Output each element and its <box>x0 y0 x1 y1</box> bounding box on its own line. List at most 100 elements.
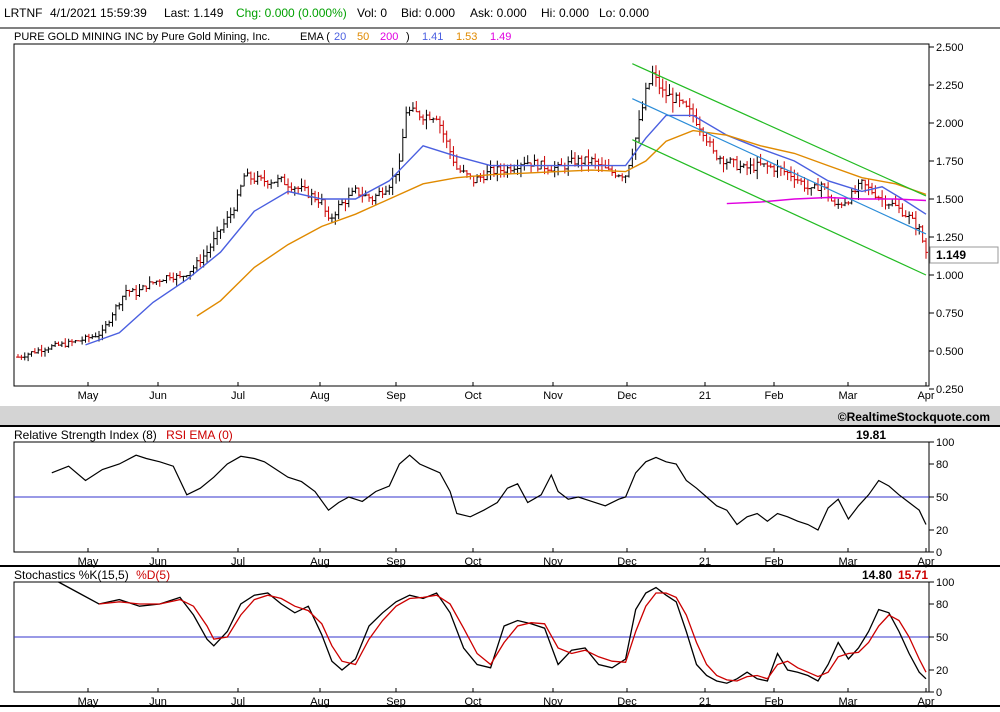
rsi-y-tick-label: 20 <box>936 525 948 537</box>
quote-bar: LRTNF 4/1/2021 15:59:39 Last: 1.149 Chg:… <box>0 0 1000 28</box>
price-y-tick-label: 0.500 <box>936 346 964 358</box>
price-x-tick-label: Dec <box>617 390 637 402</box>
stoch-x-tick-label: Aug <box>310 696 330 708</box>
rsi-x-tick-label: Jun <box>149 556 167 568</box>
ema-line-20 <box>85 114 927 346</box>
rsi-x-tick-label: Feb <box>765 556 784 568</box>
rsi-x-tick-label: 21 <box>699 556 711 568</box>
quote-symbol: LRTNF <box>4 6 43 20</box>
stoch-y-tick-label: 80 <box>936 599 948 611</box>
price-x-tick-label: May <box>78 390 99 402</box>
stoch-d-line <box>98 592 927 682</box>
stoch-x-tick-label: Jun <box>149 696 167 708</box>
ema-legend-label: EMA ( <box>300 31 330 43</box>
price-x-tick-label: Apr <box>917 390 934 402</box>
rsi-y-tick-label: 100 <box>936 437 954 449</box>
rsi-x-tick-label: Nov <box>543 556 563 568</box>
quote-high: Hi: 0.000 <box>541 6 590 20</box>
price-y-tick-label: 2.000 <box>936 118 964 130</box>
rsi-x-tick-label: Dec <box>617 556 637 568</box>
stoch-x-tick-label: 21 <box>699 696 711 708</box>
rsi-title-main: Relative Strength Index (8) <box>14 428 157 442</box>
ema-line-50 <box>196 129 927 317</box>
price-x-tick-label: Sep <box>386 390 406 402</box>
stoch-x-tick-label: Dec <box>617 696 637 708</box>
price-x-tick-label: Jun <box>149 390 167 402</box>
ema-period-20: 20 <box>334 31 346 43</box>
quote-low: Lo: 0.000 <box>599 6 650 20</box>
rsi-x-tick-label: Mar <box>839 556 858 568</box>
ema-period-50: 50 <box>357 31 369 43</box>
stoch-plot: 100 80 50 20 0 May Jun Jul Aug Sep Oct Nov Dec 21 Feb M… <box>14 577 954 708</box>
rsi-title-ema: RSI EMA (0) <box>166 428 233 442</box>
ema-period-200: 200 <box>380 31 398 43</box>
stoch-x-tick-label: Nov <box>543 696 563 708</box>
rsi-title: Relative Strength Index (8) RSI EMA (0) <box>14 428 233 442</box>
rsi-x-tick-label: Jul <box>231 556 245 568</box>
stoch-x-tick-label: Oct <box>464 696 481 708</box>
price-y-tick-label: 1.750 <box>936 156 964 168</box>
price-y-tick-label: 0.750 <box>936 308 964 320</box>
price-y-tick-label: 1.250 <box>936 232 964 244</box>
price-plot: 2.500 2.250 2.000 1.750 1.500 1.250 1.000 0.750… <box>16 42 964 402</box>
price-panel-frame <box>13 43 930 387</box>
price-x-tick-label: Aug <box>310 390 330 402</box>
stoch-x-tick-label: Sep <box>386 696 406 708</box>
quote-change: Chg: 0.000 (0.000%) <box>236 6 347 20</box>
rsi-y-tick-label: 50 <box>936 492 948 504</box>
price-panel-title: PURE GOLD MINING INC by Pure Gold Mining… <box>14 31 270 43</box>
price-x-tick-label: Jul <box>231 390 245 402</box>
price-x-tick-label: 21 <box>699 390 711 402</box>
price-y-tick-label: 1.000 <box>936 270 964 282</box>
rsi-x-tick-label: Aug <box>310 556 330 568</box>
stoch-value-k: 14.80 <box>862 568 892 582</box>
rsi-x-tick-label: Sep <box>386 556 406 568</box>
rsi-value-label: 19.81 <box>856 428 886 442</box>
stoch-title-d: %D(5) <box>136 568 170 582</box>
ohlc-bar <box>924 238 928 259</box>
stoch-x-tick-label: Mar <box>839 696 858 708</box>
price-y-tick-label: 2.250 <box>936 80 964 92</box>
price-y-tick-label: 2.500 <box>936 42 964 54</box>
rsi-x-tick-label: Apr <box>917 556 934 568</box>
stoch-y-tick-label: 0 <box>936 687 942 699</box>
ema-value-2: 1.49 <box>490 31 511 43</box>
trend-channel-line <box>632 98 927 235</box>
stoch-title: Stochastics %K(15,5) %D(5) <box>14 568 170 582</box>
quote-datetime: 4/1/2021 15:59:39 <box>50 6 147 20</box>
ema-line-200 <box>726 196 927 205</box>
price-x-tick-label: Nov <box>543 390 563 402</box>
watermark: ©RealtimeStockquote.com <box>838 410 990 424</box>
ema-value-1: 1.53 <box>456 31 477 43</box>
stoch-y-tick-label: 100 <box>936 577 954 589</box>
price-y-tick-label: 0.250 <box>936 384 964 396</box>
ema-value-0: 1.41 <box>422 31 443 43</box>
last-price-label: 1.149 <box>936 248 966 262</box>
rsi-line <box>51 454 927 531</box>
stoch-k-line <box>58 581 927 684</box>
quote-ask: Ask: 0.000 <box>470 6 527 20</box>
stoch-x-tick-label: Feb <box>765 696 784 708</box>
quote-last: Last: 1.149 <box>164 6 224 20</box>
stoch-value-d: 15.71 <box>898 568 928 582</box>
stoch-y-tick-label: 20 <box>936 665 948 677</box>
quote-bid: Bid: 0.000 <box>401 6 456 20</box>
price-y-tick-label: 1.500 <box>936 194 964 206</box>
stoch-x-tick-label: Jul <box>231 696 245 708</box>
stoch-x-tick-label: Apr <box>917 696 934 708</box>
ema-legend-close: ) <box>406 31 410 43</box>
trend-channel-line <box>632 139 927 276</box>
rsi-x-tick-label: Oct <box>464 556 481 568</box>
rsi-y-tick-label: 0 <box>936 547 942 559</box>
stoch-y-tick-label: 50 <box>936 632 948 644</box>
price-x-tick-label: Oct <box>464 390 481 402</box>
stoch-title-main: Stochastics %K(15,5) <box>14 568 129 582</box>
rsi-plot: 100 80 50 20 0 May Jun Jul Aug Sep Oct Nov Dec 21 Feb M… <box>14 437 954 568</box>
watermark-strip <box>0 406 1000 426</box>
rsi-x-tick-label: May <box>78 556 99 568</box>
rsi-y-tick-label: 80 <box>936 459 948 471</box>
quote-volume: Vol: 0 <box>357 6 388 20</box>
last-price-box <box>929 246 999 264</box>
price-x-tick-label: Mar <box>839 390 858 402</box>
